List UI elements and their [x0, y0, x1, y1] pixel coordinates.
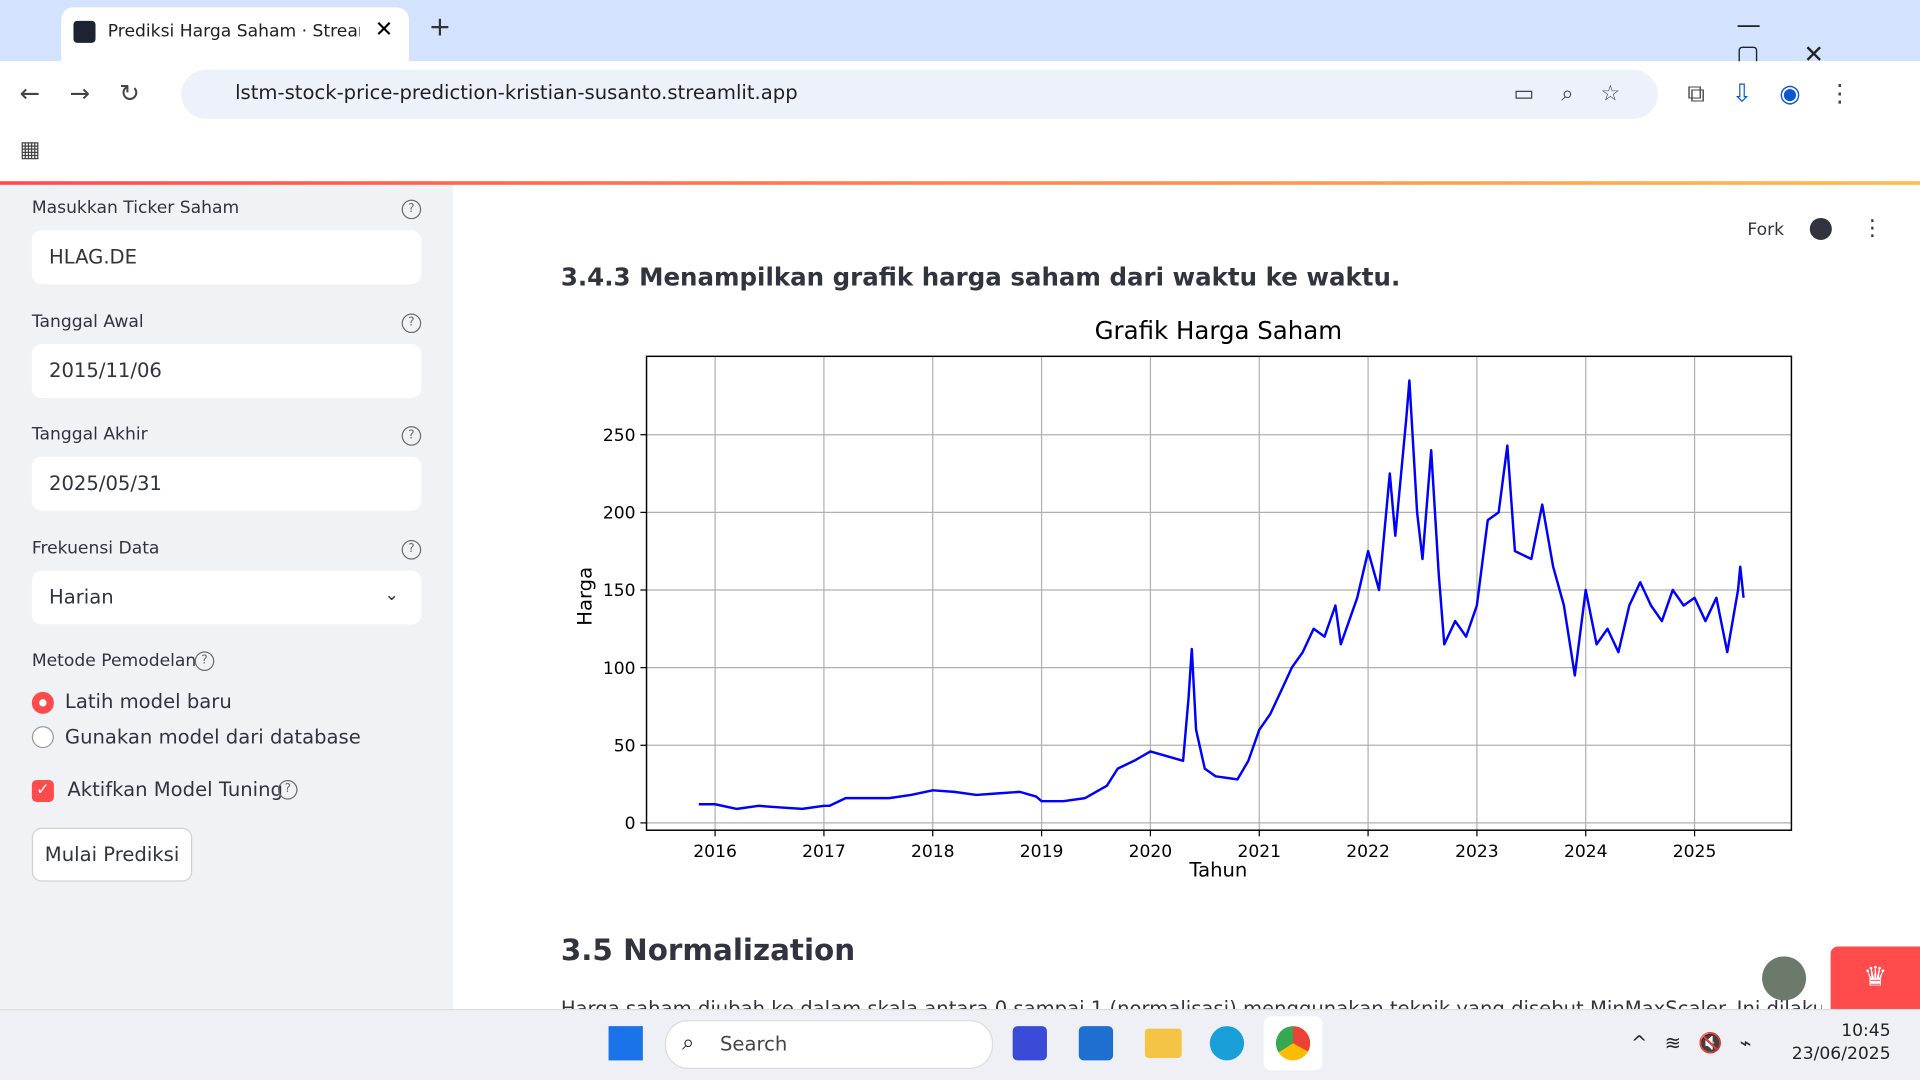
x-tick-label: 2018 — [911, 842, 955, 862]
help-icon[interactable]: ? — [194, 651, 215, 672]
field-input[interactable]: Harian — [31, 570, 422, 625]
x-tick-label: 2017 — [802, 842, 846, 862]
field-label: Tanggal Akhir — [31, 424, 148, 445]
x-tick-label: 2023 — [1455, 842, 1499, 862]
clock-time: 10:45 — [1841, 1021, 1891, 1041]
search-text: Search — [720, 1032, 788, 1056]
menu-icon[interactable]: ⋮ — [1861, 215, 1884, 242]
close-tab[interactable]: ✕ — [374, 17, 394, 43]
tray-icons[interactable]: ^≋🔇⌁ — [1631, 1031, 1769, 1055]
clock-date: 23/06/2025 — [1791, 1044, 1891, 1065]
x-tick-label: 2019 — [1020, 842, 1064, 862]
y-axis-label: Harga — [573, 567, 596, 626]
radio-option[interactable]: Gunakan model dari database — [64, 724, 361, 749]
help-icon[interactable]: ? — [401, 199, 422, 220]
x-tick-label: 2024 — [1564, 842, 1608, 862]
field-input[interactable]: 2025/05/31 — [31, 456, 422, 511]
nav-buttons[interactable]: ←→↻ — [19, 78, 170, 108]
apps-icon[interactable]: ▦ — [19, 137, 41, 163]
app-icon[interactable] — [1012, 1026, 1047, 1061]
github-icon[interactable] — [1809, 217, 1832, 241]
tab-title: Prediksi Harga Saham · Streamlit — [107, 22, 360, 42]
y-tick-label: 150 — [603, 581, 636, 601]
header-accent — [0, 181, 1920, 185]
help-icon[interactable]: ? — [277, 780, 298, 800]
field-label: Masukkan Ticker Saham — [31, 198, 240, 218]
tab[interactable]: Prediksi Harga Saham · Streamlit ✕ — [61, 7, 409, 62]
streamlit-badge[interactable]: ♛ — [1830, 946, 1920, 1009]
x-tick-label: 2020 — [1129, 842, 1173, 862]
y-tick-label: 100 — [603, 659, 636, 679]
section-heading: 3.5 Normalization — [560, 933, 856, 968]
price-line — [698, 379, 1745, 811]
field-input[interactable]: HLAG.DE — [31, 230, 422, 285]
predict-button[interactable]: Mulai Prediksi — [31, 827, 193, 882]
plot-frame — [645, 355, 1793, 831]
checkbox[interactable]: ✓ — [31, 780, 54, 803]
field-label: Tanggal Awal — [31, 312, 144, 332]
app-active[interactable] — [1263, 1016, 1323, 1071]
fork-link[interactable]: Fork — [1747, 220, 1785, 241]
paragraph: Harga saham diubah ke dalam skala antara… — [560, 996, 1823, 1009]
window-controls[interactable]: —▢✕ — [1736, 9, 1869, 69]
main-content — [453, 184, 1920, 1009]
browser-icons[interactable]: ⧉⇩◉⋮ — [1687, 78, 1879, 108]
start-button[interactable] — [608, 1026, 643, 1061]
y-tick-label: 200 — [603, 503, 636, 523]
y-tick-label: 50 — [614, 736, 636, 756]
help-icon[interactable]: ? — [401, 313, 422, 334]
chart-title: Grafik Harga Saham — [1095, 316, 1343, 345]
search-icon: ⌕ — [682, 1029, 695, 1056]
app-icon[interactable] — [1144, 1028, 1182, 1058]
favicon — [73, 20, 96, 43]
radio[interactable] — [31, 726, 54, 749]
x-axis-label: Tahun — [1188, 859, 1247, 882]
x-tick-label: 2016 — [693, 842, 737, 862]
x-tick-label: 2025 — [1673, 842, 1717, 862]
y-tick-label: 250 — [603, 426, 636, 446]
method-label: Metode Pemodelan — [31, 651, 197, 672]
help-icon[interactable]: ? — [401, 426, 422, 446]
chart: Grafik Harga Saham Tahun Harga 2016 2017 2… — [573, 316, 1793, 882]
app-icon[interactable] — [1209, 1026, 1245, 1061]
search-box[interactable] — [664, 1020, 994, 1069]
avatar[interactable] — [1762, 956, 1807, 1001]
field-label: Frekuensi Data — [31, 538, 160, 559]
checkbox-label[interactable]: Aktifkan Model Tuning — [67, 777, 283, 801]
dropdown-arrow[interactable]: ⌄ — [384, 585, 399, 605]
app-icon[interactable] — [1078, 1026, 1114, 1061]
y-tick-label: 0 — [625, 814, 636, 834]
help-icon[interactable]: ? — [401, 540, 422, 560]
address-icons[interactable]: ▭⌕☆ — [1513, 80, 1648, 107]
address-bar[interactable] — [181, 69, 1658, 119]
new-tab[interactable]: + — [428, 12, 452, 43]
x-tick-label: 2021 — [1237, 842, 1281, 862]
radio-selected[interactable] — [31, 691, 54, 714]
field-input[interactable]: 2015/11/06 — [31, 344, 422, 398]
url: lstm-stock-price-prediction-kristian-sus… — [235, 80, 798, 105]
x-tick-label: 2022 — [1346, 842, 1390, 862]
radio-option[interactable]: Latih model baru — [64, 689, 232, 713]
section-heading: 3.4.3 Menampilkan grafik harga saham dar… — [560, 262, 1401, 292]
